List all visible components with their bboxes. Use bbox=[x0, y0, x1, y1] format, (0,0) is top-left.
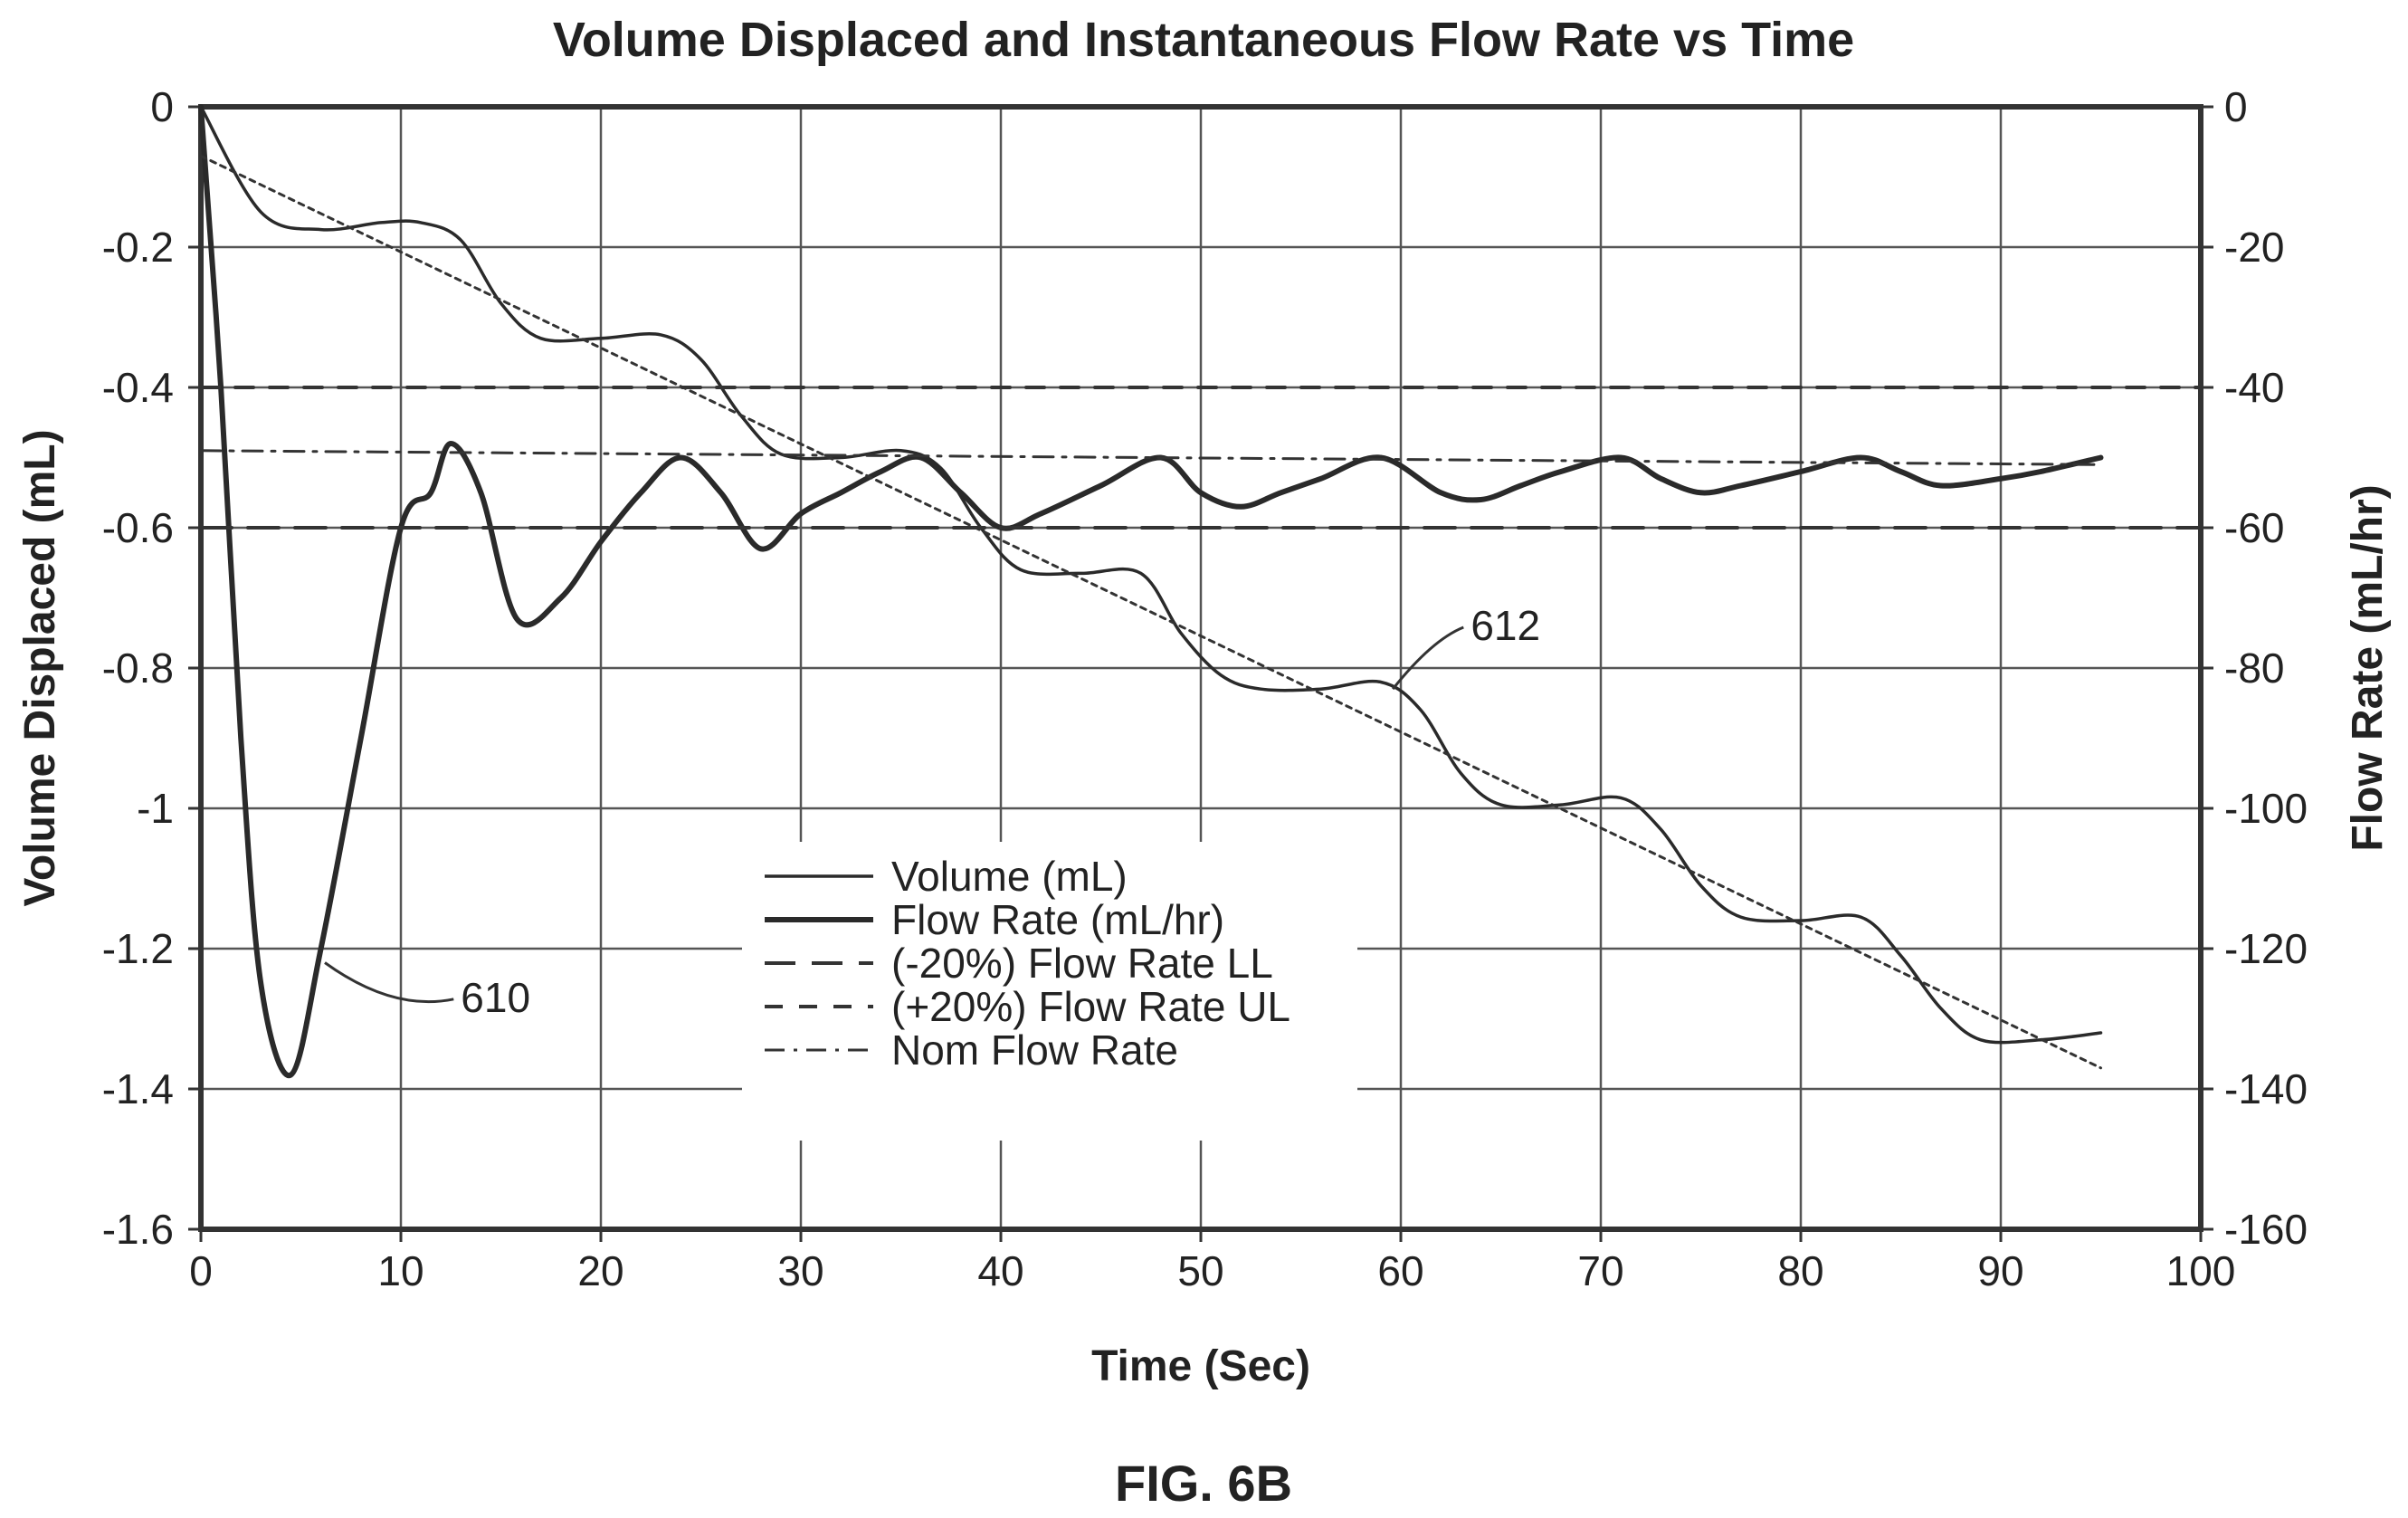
legend-entry-1: Flow Rate (mL/hr) bbox=[891, 896, 1224, 943]
legend: Volume (mL)Flow Rate (mL/hr)(-20%) Flow … bbox=[742, 842, 1357, 1141]
x-tick-label: 80 bbox=[1777, 1247, 1823, 1294]
legend-entry-4: Nom Flow Rate bbox=[891, 1026, 1178, 1074]
x-tick-label: 90 bbox=[1977, 1247, 2023, 1294]
x-tick-label: 40 bbox=[977, 1247, 1023, 1294]
chart-title: Volume Displaced and Instantaneous Flow … bbox=[553, 13, 1854, 67]
left-axis-ticks: 0 -0.2 -0.4 -0.6 -0.8 -1 -1.2 -1.4 -1.6 bbox=[102, 83, 201, 1253]
x-tick-label: 20 bbox=[577, 1247, 623, 1294]
right-tick-label: -80 bbox=[2224, 644, 2284, 692]
series-line-1 bbox=[198, 104, 2104, 1079]
x-tick-label: 70 bbox=[1577, 1247, 1623, 1294]
right-tick-label: -60 bbox=[2224, 504, 2284, 551]
legend-entry-0: Volume (mL) bbox=[891, 853, 1128, 900]
legend-entry-2: (-20%) Flow Rate LL bbox=[891, 940, 1273, 987]
annotation-label-610: 610 bbox=[461, 974, 530, 1021]
x-axis-ticks: 0 10 20 30 40 50 60 70 80 90 100 bbox=[189, 1229, 2235, 1294]
right-axis-label: Flow Rate (mL/hr) bbox=[2344, 484, 2392, 851]
series-line-5 bbox=[199, 154, 2102, 1070]
left-tick-label: -1.4 bbox=[102, 1065, 174, 1112]
series-line-4 bbox=[199, 449, 2102, 466]
right-tick-label: -120 bbox=[2224, 925, 2308, 972]
left-tick-label: -1.2 bbox=[102, 925, 174, 972]
left-tick-label: -0.6 bbox=[102, 504, 174, 551]
annotations: 610 612 bbox=[324, 602, 1540, 1021]
right-tick-label: -20 bbox=[2224, 224, 2284, 271]
x-axis-label: Time (Sec) bbox=[1091, 1342, 1310, 1390]
series-layer bbox=[198, 104, 2203, 1079]
right-tick-label: -160 bbox=[2224, 1206, 2308, 1253]
left-tick-label: -1.6 bbox=[102, 1206, 174, 1253]
x-tick-label: 0 bbox=[189, 1247, 213, 1294]
right-axis-ticks: 0 -20 -40 -60 -80 -100 -120 -140 -160 bbox=[2201, 83, 2308, 1253]
x-tick-label: 30 bbox=[777, 1247, 823, 1294]
x-tick-label: 50 bbox=[1177, 1247, 1223, 1294]
right-tick-label: 0 bbox=[2224, 83, 2248, 130]
legend-entry-3: (+20%) Flow Rate UL bbox=[891, 983, 1290, 1030]
left-tick-label: -0.2 bbox=[102, 224, 174, 271]
right-tick-label: -40 bbox=[2224, 364, 2284, 411]
annotation-leader-612 bbox=[1392, 625, 1464, 691]
x-tick-label: 10 bbox=[377, 1247, 424, 1294]
left-tick-label: -1 bbox=[137, 785, 174, 832]
series-line-0 bbox=[199, 105, 2103, 1045]
right-tick-label: -100 bbox=[2224, 785, 2308, 832]
left-axis-label: Volume Displaced (mL) bbox=[16, 429, 64, 906]
left-tick-label: 0 bbox=[150, 83, 174, 130]
annotation-leader-610 bbox=[324, 961, 454, 1004]
legend-background bbox=[742, 842, 1357, 1141]
right-tick-label: -140 bbox=[2224, 1065, 2308, 1112]
left-tick-label: -0.4 bbox=[102, 364, 174, 411]
x-tick-label: 100 bbox=[2166, 1247, 2236, 1294]
annotation-label-612: 612 bbox=[1470, 602, 1540, 649]
left-tick-label: -0.8 bbox=[102, 644, 174, 692]
x-tick-label: 60 bbox=[1377, 1247, 1423, 1294]
figure-label: FIG. 6B bbox=[1115, 1455, 1292, 1512]
